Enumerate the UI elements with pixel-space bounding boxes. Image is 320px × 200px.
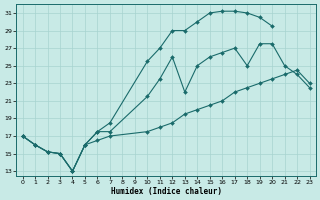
X-axis label: Humidex (Indice chaleur): Humidex (Indice chaleur) (111, 187, 221, 196)
